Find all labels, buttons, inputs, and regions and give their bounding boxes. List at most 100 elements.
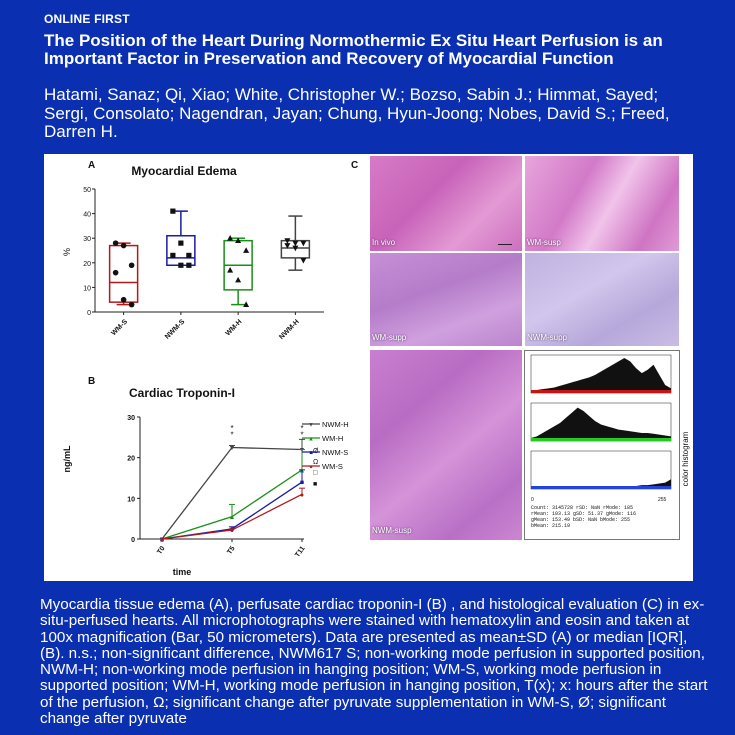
data-point-marker: ▲ [159,537,166,544]
box [166,234,196,267]
micrograph-label: WM-susp [527,238,561,247]
micrograph-label: WM-supp [372,333,407,342]
figure-panel: A Myocardial Edema % 0 10 20 30 40 50 WM-S NWM-… [44,154,693,581]
histogram-silhouette [531,407,671,438]
panel-c-letter-svg: C [351,160,358,171]
data-point [235,237,242,244]
data-point [292,245,299,252]
histogram-side-label-svg: color histogram [681,431,690,486]
figure-caption: Myocardia tissue edema (A), perfusate ca… [40,596,708,728]
legend-label: WM-H [322,434,343,443]
micrograph-nwm-supp: NWM-supp [525,253,679,346]
data-point-marker: ■ [160,537,164,544]
data-point-marker: ● [300,492,304,499]
data-point [170,252,176,259]
data-point [170,208,176,214]
troponin-chart-title: Cardiac Troponin-I [129,386,235,400]
data-point [243,301,250,308]
color-histogram-panel: 0 255 Count: 3145728 rSD: NaN rMode: 185… [524,350,680,540]
histogram-x-tick-0: 0 [531,497,534,503]
data-point [186,262,192,268]
x-tick-label: WM-H [225,318,244,337]
data-point [292,240,299,247]
y-tick-label: 0 [87,310,91,317]
histogram-stat-line: bMean: 215.19 [531,523,571,529]
histogram-stat-line: gMean: 153.49 bSD: NaN bMode: 255 [531,517,631,523]
y-tick-label: 10 [83,285,91,292]
data-point [243,247,250,253]
histogram-color-bar [531,390,671,393]
data-point [235,276,242,283]
x-tick-label: WM-S [110,318,129,337]
significance-marker: * [230,424,233,433]
micrograph-wm-supp: WM-supp [370,253,522,346]
panel-b-letter: B [88,376,95,387]
edema-box-plot: A Myocardial Edema % 0 10 20 30 40 50 WM-S NWM-… [62,160,324,341]
significance-marker: * [230,430,233,439]
y-tick-label: 40 [83,212,91,219]
histogram-stat-line: Count: 3145728 rSD: NaN rMode: 185 [531,505,634,511]
significance-marker: * [300,424,303,433]
histogram-svg: 0 255 [530,354,672,503]
histogram-silhouette [531,358,671,390]
y-tick-label: 20 [83,261,91,268]
histogram-side-label: color histogram [681,431,690,486]
scale-bar [498,244,512,245]
online-first-tag: ONLINE FIRST [44,12,130,26]
data-point [128,301,135,308]
significance-marker: * [300,430,303,439]
micrograph-label: In vivo [372,238,396,247]
series-line [161,446,303,540]
micrograph-wm-susp: WM-susp [525,156,679,251]
data-point-marker: ■ [300,480,304,487]
x-tick-label: T11 [294,545,306,559]
x-tick-label: T0 [156,545,166,556]
data-point [284,238,291,244]
data-point-marker: ▲ [229,514,236,521]
panel-a-letter: A [88,160,95,171]
data-point [128,262,135,269]
data-point [120,296,127,303]
micrograph-label: NWM-susp [372,526,412,535]
legend-marker: ■ [309,451,313,457]
significance-marker: Ω [313,459,318,466]
legend-label: WM-S [322,462,343,471]
data-point-marker: ● [160,537,164,544]
data-point [186,252,192,259]
histogram-silhouette [531,479,671,486]
y-tick-label: 50 [83,187,91,194]
micrograph-label: NWM-supp [527,333,568,342]
article-title[interactable]: The Position of the Heart During Normoth… [44,31,663,68]
data-point [284,243,291,249]
data-point-marker: ● [230,528,234,535]
significance-marker: Ø [313,448,319,455]
data-point [120,242,127,249]
x-tick-label: NWM-H [278,318,301,341]
histogram-color-bar [531,486,671,489]
y-tick-label: 10 [127,496,135,503]
y-tick-label: 30 [83,236,91,243]
data-point [300,240,307,247]
data-point [112,240,119,246]
significance-marker: □ [313,470,318,477]
data-point [300,257,307,264]
data-point [227,266,234,273]
x-tick-label: NWM-S [164,318,187,341]
histogram-color-bar [531,438,671,441]
micrograph-nwm-susp: NWM-susp [370,350,522,540]
troponin-y-label: ng/mL [62,445,72,472]
data-point [227,235,234,241]
data-point [178,262,184,268]
data-point-marker: ▼ [229,445,236,452]
data-point-marker: ▼ [159,537,166,544]
panel-c-letter: C [351,160,358,171]
data-point [178,240,184,246]
legend-label: NWM-H [322,420,349,429]
edema-chart-title: Myocardial Edema [131,164,237,178]
significance-marker: ■ [313,481,317,488]
legend-marker: ▲ [308,437,314,443]
y-tick-label: 20 [127,456,135,463]
micrograph-in-vivo: In vivo [370,156,522,251]
histogram-stat-line: rMean: 103.13 gSD: 51.37 gMode: 116 [531,511,637,517]
troponin-line-chart: B Cardiac Troponin-I ng/mL time 0 10 20 30 T… [62,376,349,577]
